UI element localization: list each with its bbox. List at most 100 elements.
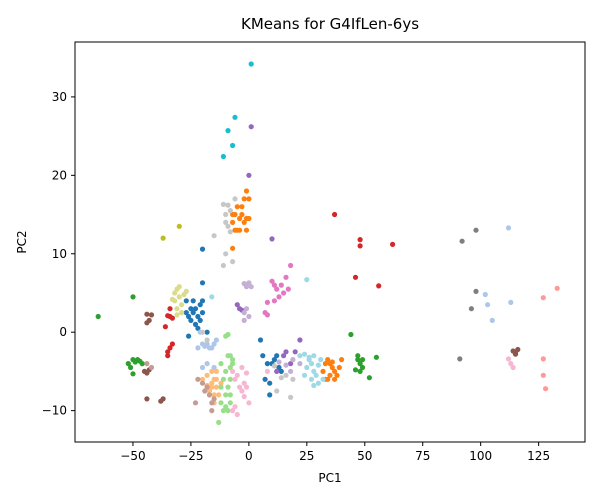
scatter-point (376, 283, 382, 289)
scatter-point (225, 223, 231, 229)
scatter-point (183, 298, 189, 304)
x-tick-label: 125 (527, 449, 550, 463)
scatter-point (234, 302, 240, 308)
scatter-point (373, 354, 379, 360)
scatter-point (190, 310, 196, 316)
scatter-point (348, 331, 354, 338)
chart-title: KMeans for G4IfLen-6ys (241, 15, 419, 33)
scatter-point (540, 356, 546, 362)
y-axis: −10 0 10 20 30 (42, 90, 75, 418)
scatter-point (186, 313, 192, 320)
scatter-point (271, 282, 277, 288)
scatter-point (95, 313, 101, 320)
scatter-point (540, 295, 546, 301)
scatter-point (508, 299, 514, 305)
y-tick-label: 20 (52, 168, 67, 182)
y-tick-label: 10 (52, 247, 67, 261)
scatter-point (264, 361, 270, 367)
scatter-point (320, 368, 326, 374)
scatter-point (192, 400, 199, 406)
scatter-point (211, 341, 217, 347)
scatter-point (248, 61, 254, 67)
scatter-point (308, 361, 315, 367)
scatter-point (248, 124, 254, 130)
scatter-point (220, 153, 226, 160)
scatter-point (230, 357, 236, 363)
scatter-point (271, 298, 277, 304)
scatter-point (218, 361, 224, 367)
scatter-point (232, 114, 238, 120)
scatter-point (204, 337, 210, 343)
scatter-point (216, 419, 222, 425)
scatter-point (554, 285, 560, 291)
scatter-point (269, 236, 275, 242)
scatter-point (128, 364, 134, 371)
scatter-point (204, 329, 210, 335)
y-tick-label: −10 (42, 404, 67, 418)
scatter-point (264, 299, 270, 305)
scatter-point (311, 353, 317, 359)
scatter-point (160, 396, 166, 402)
scatter-point (267, 380, 273, 386)
scatter-point (130, 294, 136, 300)
scatter-point (209, 408, 215, 414)
scatter-point (202, 388, 208, 394)
scatter-point (276, 359, 282, 365)
scatter-point (165, 349, 171, 355)
scatter-point (209, 380, 215, 386)
scatter-point (239, 211, 245, 218)
scatter-point (473, 288, 479, 294)
scatter-point (232, 227, 238, 233)
scatter-point (227, 353, 233, 359)
scatter-point (357, 361, 363, 367)
scatter-point (192, 321, 199, 327)
scatter-point (281, 353, 287, 359)
scatter-point (327, 361, 333, 367)
scatter-point (241, 219, 247, 225)
scatter-point (332, 376, 338, 382)
scatter-point (179, 310, 185, 316)
scatter-point (144, 396, 150, 402)
scatter-point (332, 211, 338, 218)
scatter-point (183, 310, 189, 316)
scatter-point (223, 219, 229, 225)
scatter-point (246, 172, 252, 178)
scatter-point (227, 392, 233, 398)
scatter-point (230, 219, 236, 225)
scatter-point (225, 408, 231, 414)
scatter-point (241, 380, 247, 386)
scatter-point (241, 317, 247, 323)
scatter-point (271, 363, 277, 369)
scatter-point (390, 241, 396, 247)
scatter-point (213, 337, 219, 343)
scatter-point (223, 368, 229, 374)
scatter-point (186, 333, 192, 339)
scatter-point (199, 364, 206, 371)
scatter-point (241, 310, 247, 316)
scatter-point (313, 372, 319, 378)
scatter-point (278, 375, 284, 381)
scatter-point (239, 204, 245, 210)
scatter-point (234, 204, 240, 210)
scatter-point (197, 317, 203, 323)
scatter-point (468, 306, 474, 312)
scatter-point (225, 202, 231, 208)
scatter-point (325, 357, 331, 363)
scatter-point (209, 400, 215, 406)
scatter-point (237, 384, 243, 390)
scatter-point (243, 370, 250, 376)
scatter-point (206, 345, 213, 351)
scatter-point (199, 246, 206, 252)
scatter-point (165, 313, 171, 319)
scatter-point (243, 284, 250, 290)
scatter-point (297, 361, 303, 367)
scatter-point (269, 278, 275, 284)
scatter-point (243, 384, 250, 390)
scatter-point (278, 282, 284, 288)
scatter-point (211, 233, 217, 239)
scatter-point (230, 368, 236, 374)
scatter-point (230, 142, 236, 149)
scatter-point (352, 274, 359, 280)
scatter-point (246, 400, 252, 406)
scatter-point (320, 376, 326, 382)
